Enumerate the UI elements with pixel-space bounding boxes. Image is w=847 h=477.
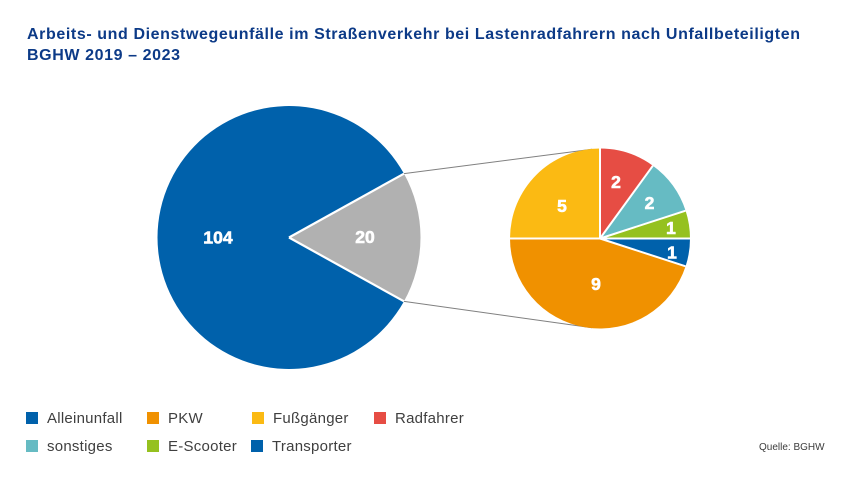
svg-text:20: 20: [355, 227, 375, 247]
svg-text:104: 104: [203, 228, 232, 248]
svg-text:1: 1: [667, 243, 677, 263]
svg-text:5: 5: [557, 196, 567, 216]
svg-text:2: 2: [645, 193, 655, 213]
svg-text:1: 1: [666, 218, 676, 238]
svg-text:9: 9: [591, 274, 601, 294]
svg-text:2: 2: [611, 172, 621, 192]
